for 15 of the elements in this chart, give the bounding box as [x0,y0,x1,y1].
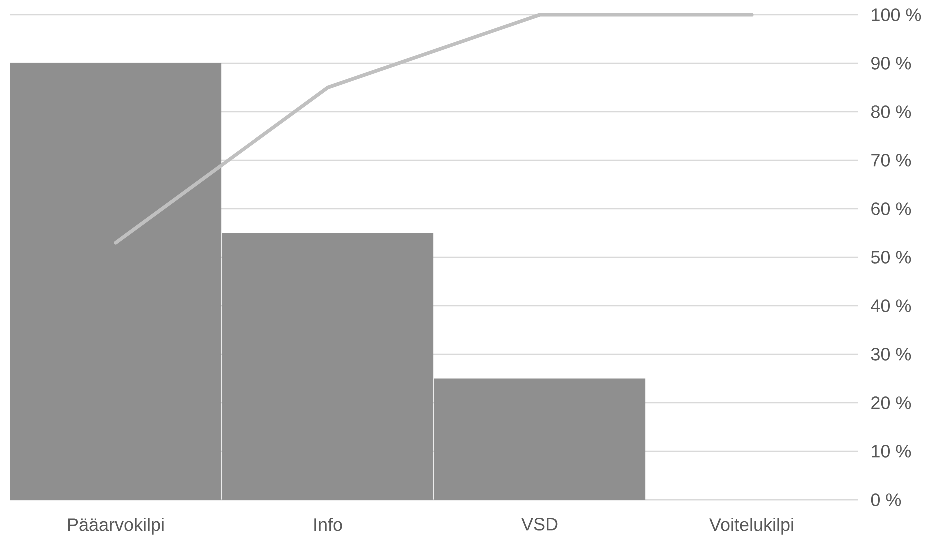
x-tick-label: Info [314,518,342,532]
x-tick-label: VSD [522,518,558,531]
y2-tick-label: 10 % [872,445,912,458]
y2-tick-label: 30 % [871,348,912,361]
y2-tick-label: 100 % [872,8,922,22]
x-tick-label: Voitelukilpi [710,518,794,535]
y2-tick-label: 70 % [872,154,912,167]
y2-tick-label: 60 % [872,202,912,216]
y2-tick-label: 20 % [872,396,912,410]
y2-tick-label: 0 % [871,494,902,506]
y2-tick-label: 80 % [871,106,912,118]
y2-tick-label: 90 % [872,57,912,70]
x-tick-label: Pääarvokilpi [68,518,164,535]
y2-tick-label: 50 % [871,251,912,264]
y2-tick-label: 40 % [871,300,912,312]
